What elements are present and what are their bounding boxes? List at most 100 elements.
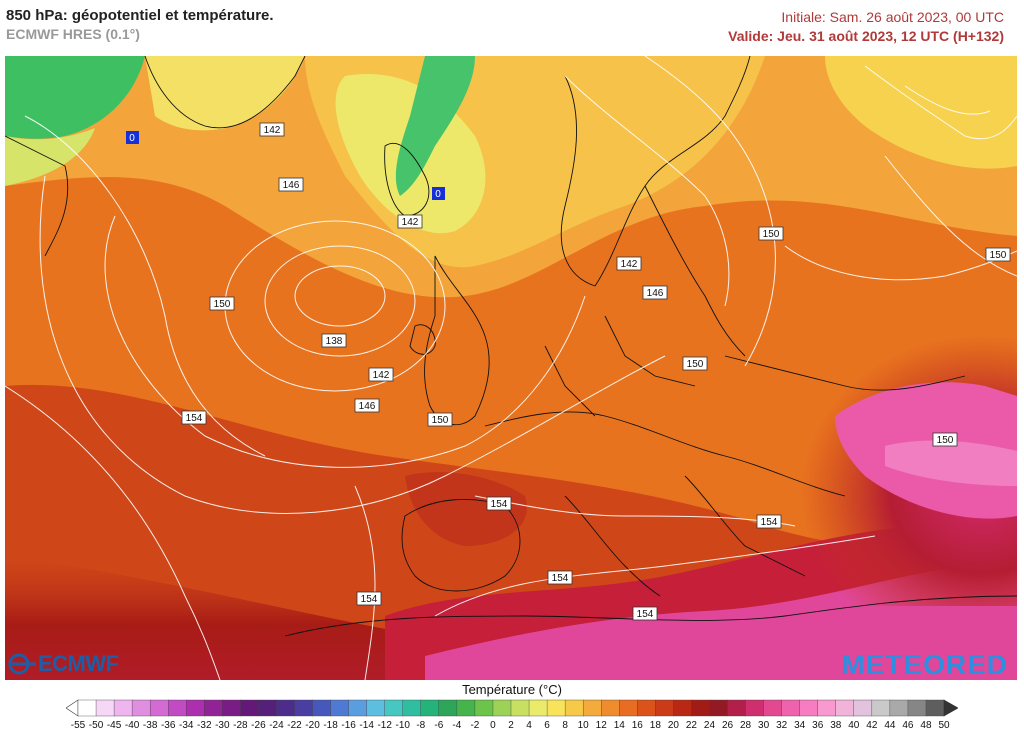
svg-text:154: 154 <box>552 573 569 584</box>
colorbar-swatch <box>330 699 350 717</box>
colorbar-swatch <box>276 699 295 717</box>
colorbar-tick-label: 34 <box>794 720 806 731</box>
contour-label: 150 <box>758 226 784 241</box>
svg-text:154: 154 <box>491 499 508 510</box>
colorbar-swatch <box>781 699 801 717</box>
svg-text:0: 0 <box>435 189 441 200</box>
header-right: Initiale: Sam. 26 août 2023, 00 UTC Vali… <box>728 8 1004 46</box>
colorbar-swatch <box>131 699 151 717</box>
ecmwf-logo-icon <box>8 653 36 675</box>
colorbar-tick-label: 38 <box>830 720 842 731</box>
colorbar-tick-label: -32 <box>197 720 212 731</box>
colorbar-tick-label: -14 <box>359 720 374 731</box>
colorbar-tick-label: -26 <box>251 720 266 731</box>
colorbar-swatch <box>799 699 819 717</box>
contour-label: 146 <box>642 285 668 300</box>
colorbar-tick-label: -6 <box>434 720 444 731</box>
colorbar-swatch <box>348 699 368 717</box>
colorbar-swatch <box>474 699 494 717</box>
svg-text:0: 0 <box>129 133 135 144</box>
svg-text:150: 150 <box>990 250 1007 261</box>
colorbar-tick-label: 48 <box>920 720 932 731</box>
colorbar-swatch <box>149 699 169 717</box>
colorbar-swatch <box>889 699 909 717</box>
colorbar-ticks: -55 -50 -45 -40 -38 -36 -34 -32 -30 -28 -26 -24 -22-… <box>0 720 1024 734</box>
colorbar-tick-label: -24 <box>269 720 284 731</box>
colorbar-tick-label: -40 <box>124 720 140 731</box>
colorbar-swatch <box>528 699 548 717</box>
svg-text:150: 150 <box>937 435 954 446</box>
contour-labels: 142 146 142 150 138 142 146 150 154 142 … <box>126 122 1011 621</box>
ecmwf-logo: ECMWF <box>8 651 119 677</box>
colorbar-tick-label: 14 <box>613 720 625 731</box>
valid-time: Valide: Jeu. 31 août 2023, 12 UTC (H+132… <box>728 28 1004 44</box>
zero-isotherm-label: 0 <box>126 131 139 144</box>
colorbar-swatch <box>655 699 674 717</box>
colorbar-swatch <box>438 699 458 717</box>
svg-text:150: 150 <box>763 229 780 240</box>
initial-time: Initiale: Sam. 26 août 2023, 00 UTC <box>781 9 1004 25</box>
colorbar-tick-label: -30 <box>215 720 230 731</box>
colorbar-tick-label: -4 <box>452 720 462 731</box>
land-borders <box>5 56 1017 637</box>
colorbar-tick-label: 18 <box>649 720 661 731</box>
colorbar-tick-label: -50 <box>88 720 104 731</box>
colorbar-right-arrow <box>943 699 958 717</box>
colorbar-tick-label: 22 <box>685 720 697 731</box>
svg-text:138: 138 <box>326 336 343 347</box>
colorbar-tick-label: 32 <box>776 720 788 731</box>
colorbar-tick-label: -20 <box>305 720 320 731</box>
colorbar-swatch <box>492 699 512 717</box>
colorbar-tick-label: 12 <box>595 720 607 731</box>
colorbar-tick-label: 40 <box>848 720 860 731</box>
colorbar-swatch <box>168 699 187 717</box>
svg-text:146: 146 <box>359 401 376 412</box>
colorbar-swatch <box>871 699 891 717</box>
colorbar-swatch <box>709 699 728 717</box>
map-title: 850 hPa: géopotentiel et température. <box>6 7 274 24</box>
colorbar-swatch <box>366 699 386 717</box>
colorbar-tick-label: 26 <box>721 720 734 731</box>
colorbar-tick-label: 28 <box>739 720 752 731</box>
legend-title: Température (°C) <box>462 682 562 697</box>
colorbar-swatch <box>222 699 241 717</box>
colorbar-tick-label: 24 <box>703 720 716 731</box>
header-left: 850 hPa: géopotentiel et température. EC… <box>6 6 274 43</box>
temperature-colorbar <box>66 699 958 717</box>
colorbar-swatch <box>673 699 692 717</box>
colorbar-swatch <box>113 699 133 717</box>
colorbar-swatch <box>637 699 656 717</box>
colorbar-swatch <box>925 699 945 717</box>
colorbar-swatch <box>619 699 638 717</box>
colorbar-swatch <box>582 699 602 717</box>
svg-text:146: 146 <box>283 180 300 191</box>
geopotential-contours <box>5 56 1017 680</box>
colorbar-swatch <box>835 699 855 717</box>
contour-label: 142 <box>616 256 642 271</box>
colorbar-swatch <box>420 699 440 717</box>
meteored-logo: METEORED <box>841 649 1008 680</box>
colorbar-swatch <box>546 699 566 717</box>
zero-isotherm-label: 0 <box>432 187 445 200</box>
ecmwf-logo-text: ECMWF <box>38 651 119 676</box>
colorbar-swatch <box>294 699 314 717</box>
colorbar-swatch <box>77 699 97 717</box>
contour-label: 138 <box>321 333 347 348</box>
colorbar-tick-label: -55 <box>70 720 86 731</box>
svg-text:154: 154 <box>637 609 654 620</box>
colorbar-swatch <box>204 699 223 717</box>
svg-text:142: 142 <box>621 259 638 270</box>
contour-label: 142 <box>259 122 285 137</box>
colorbar-left-arrow <box>66 699 79 717</box>
svg-text:146: 146 <box>647 288 664 299</box>
svg-text:154: 154 <box>361 594 378 605</box>
contour-label: 142 <box>397 214 423 229</box>
weather-map: 142 146 142 150 138 142 146 150 154 142 … <box>5 56 1017 680</box>
contour-label: 150 <box>682 356 708 371</box>
colorbar-tick-label: -22 <box>287 720 302 731</box>
colorbar-swatch <box>312 699 332 717</box>
colorbar-tick-label: 30 <box>758 720 770 731</box>
model-subtitle: ECMWF HRES (0.1°) <box>6 26 140 42</box>
colorbar-swatch <box>240 699 259 717</box>
svg-text:142: 142 <box>264 125 281 136</box>
